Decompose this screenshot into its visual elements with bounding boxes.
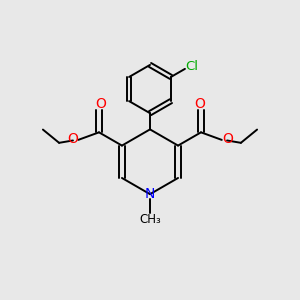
Text: Cl: Cl: [185, 60, 198, 73]
Text: O: O: [194, 97, 205, 111]
Text: O: O: [67, 132, 78, 146]
Text: CH₃: CH₃: [139, 213, 161, 226]
Text: O: O: [222, 132, 233, 146]
Text: O: O: [95, 97, 106, 111]
Text: N: N: [145, 187, 155, 201]
